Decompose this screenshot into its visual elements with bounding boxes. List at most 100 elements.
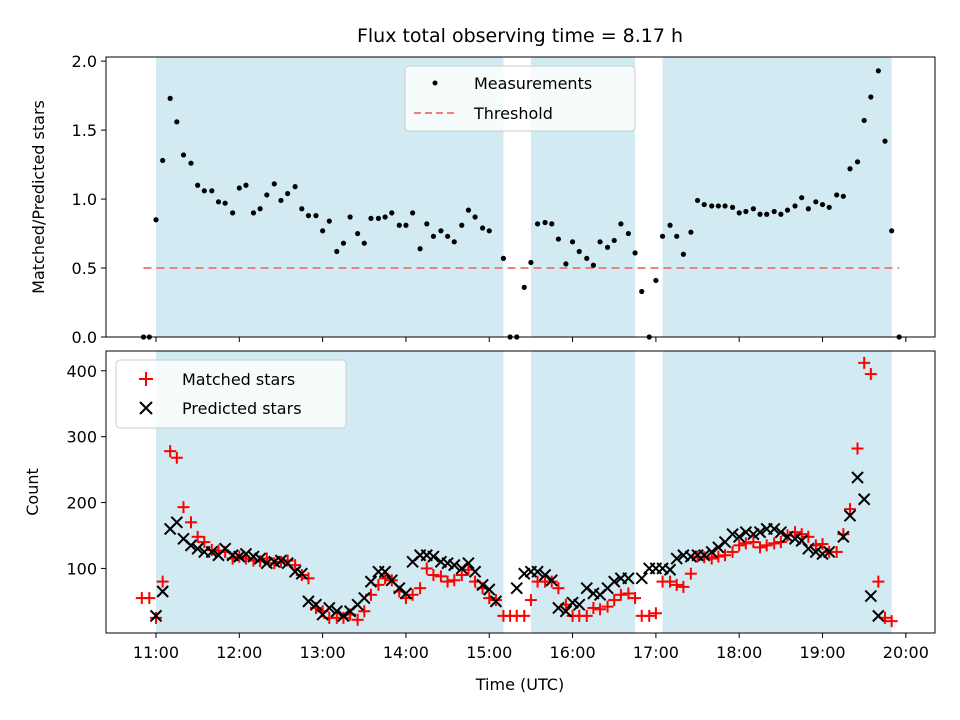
count-points bbox=[135, 356, 898, 628]
matched-point-71 bbox=[629, 592, 642, 605]
measurement-point-50 bbox=[486, 228, 492, 234]
predicted-point-84 bbox=[753, 525, 767, 539]
predicted-point-94 bbox=[822, 545, 836, 559]
predicted-point-21 bbox=[295, 567, 309, 580]
predicted-point-47 bbox=[476, 578, 489, 592]
measurement-point-77 bbox=[680, 251, 686, 257]
measurement-point-47 bbox=[465, 207, 472, 213]
predicted-point-25 bbox=[323, 601, 336, 615]
measurement-point-39 bbox=[410, 210, 416, 216]
matched-point-1 bbox=[143, 592, 156, 605]
measurement-point-106 bbox=[882, 138, 888, 144]
matched-point-2 bbox=[149, 611, 162, 624]
measurement-point-2 bbox=[153, 217, 159, 223]
xtick-label-1: 12:00 bbox=[216, 643, 262, 662]
matched-point-46 bbox=[455, 569, 468, 582]
measurement-point-18 bbox=[264, 192, 270, 198]
predicted-point-50 bbox=[510, 581, 523, 595]
measurement-point-35 bbox=[382, 214, 388, 220]
measurement-point-62 bbox=[576, 248, 582, 255]
predicted-point-8 bbox=[205, 545, 219, 559]
matched-point-42 bbox=[427, 569, 440, 582]
predicted-point-0 bbox=[149, 609, 163, 623]
xtick-label-8: 19:00 bbox=[799, 643, 845, 662]
predicted-point-6 bbox=[191, 542, 204, 555]
measurement-point-20 bbox=[278, 197, 284, 204]
measurement-point-42 bbox=[430, 233, 437, 239]
xtick-label-6: 17:00 bbox=[633, 643, 679, 662]
measurement-point-5 bbox=[174, 119, 180, 125]
measurement-point-64 bbox=[590, 262, 597, 268]
bottom-ytick-label-3: 400 bbox=[66, 362, 97, 381]
top-ytick-label-0: 0.0 bbox=[72, 328, 97, 347]
measurement-point-71 bbox=[639, 288, 645, 295]
measurement-point-59 bbox=[555, 236, 562, 242]
predicted-point-23 bbox=[309, 598, 323, 611]
measurement-point-93 bbox=[792, 203, 798, 209]
matched-point-91 bbox=[768, 537, 781, 550]
measurement-point-45 bbox=[451, 239, 457, 245]
matched-point-8 bbox=[191, 530, 204, 543]
top-panel: 0.00.51.01.52.0 Matched/Predicted stars … bbox=[29, 52, 936, 347]
matched-point-83 bbox=[712, 550, 725, 563]
matched-point-92 bbox=[774, 536, 787, 549]
measurement-point-28 bbox=[334, 248, 340, 255]
measurement-point-10 bbox=[209, 188, 215, 194]
measurement-point-22 bbox=[292, 184, 298, 190]
matched-point-45 bbox=[448, 574, 461, 587]
predicted-point-46 bbox=[468, 565, 482, 578]
predicted-point-12 bbox=[233, 550, 246, 563]
xtick-label-2: 13:00 bbox=[300, 643, 346, 662]
measurement-point-100 bbox=[840, 193, 846, 199]
predicted-point-80 bbox=[726, 527, 739, 541]
predicted-point-49 bbox=[489, 595, 503, 608]
predicted-point-99 bbox=[864, 589, 878, 603]
bottom-ytick-label-0: 100 bbox=[66, 559, 97, 578]
measurement-point-32 bbox=[361, 240, 367, 246]
x-axis-label: Time (UTC) bbox=[475, 675, 564, 694]
matched-point-41 bbox=[420, 562, 433, 575]
matched-point-5 bbox=[170, 451, 183, 464]
matched-point-29 bbox=[337, 611, 350, 624]
top-ytick-label-2: 1.0 bbox=[72, 190, 97, 209]
top-axes-frame bbox=[105, 56, 936, 338]
measurement-point-49 bbox=[479, 225, 486, 231]
matched-point-55 bbox=[518, 609, 531, 622]
matched-point-90 bbox=[760, 539, 773, 552]
measurement-point-13 bbox=[230, 210, 236, 216]
matched-point-3 bbox=[156, 575, 169, 588]
measurement-point-104 bbox=[868, 94, 874, 100]
top-shade-2 bbox=[662, 57, 892, 337]
matched-point-106 bbox=[872, 575, 885, 588]
predicted-point-97 bbox=[851, 471, 864, 484]
measurement-point-102 bbox=[854, 159, 861, 165]
matched-point-44 bbox=[441, 575, 454, 588]
top-y-axis-label: Matched/Predicted stars bbox=[29, 100, 48, 294]
measurement-point-73 bbox=[653, 277, 659, 284]
top-ytick-label-4: 2.0 bbox=[72, 52, 97, 71]
matched-point-9 bbox=[198, 536, 211, 549]
matched-point-102 bbox=[844, 503, 857, 516]
predicted-point-100 bbox=[872, 609, 885, 623]
matched-point-64 bbox=[580, 609, 593, 622]
measurement-point-89 bbox=[764, 211, 770, 217]
predicted-point-13 bbox=[239, 547, 253, 561]
bottom-y-axis-label: Count bbox=[23, 468, 42, 516]
xtick-label-0: 11:00 bbox=[133, 643, 179, 662]
measurement-point-23 bbox=[299, 206, 305, 212]
measurement-points bbox=[140, 68, 902, 340]
xtick-label-5: 16:00 bbox=[550, 643, 596, 662]
measurement-point-84 bbox=[729, 204, 736, 210]
matched-point-66 bbox=[594, 603, 607, 616]
top-ytick-label-3: 1.5 bbox=[72, 121, 97, 140]
top-x-ticks bbox=[155, 337, 907, 342]
measurement-point-70 bbox=[632, 250, 638, 256]
predicted-point-72 bbox=[670, 552, 683, 565]
measurement-point-78 bbox=[688, 229, 694, 235]
measurement-point-74 bbox=[659, 233, 666, 239]
matched-point-85 bbox=[726, 545, 739, 558]
measurement-point-33 bbox=[368, 215, 374, 221]
matched-point-22 bbox=[289, 559, 302, 572]
measurement-point-16 bbox=[250, 210, 257, 216]
matched-point-56 bbox=[524, 594, 537, 607]
